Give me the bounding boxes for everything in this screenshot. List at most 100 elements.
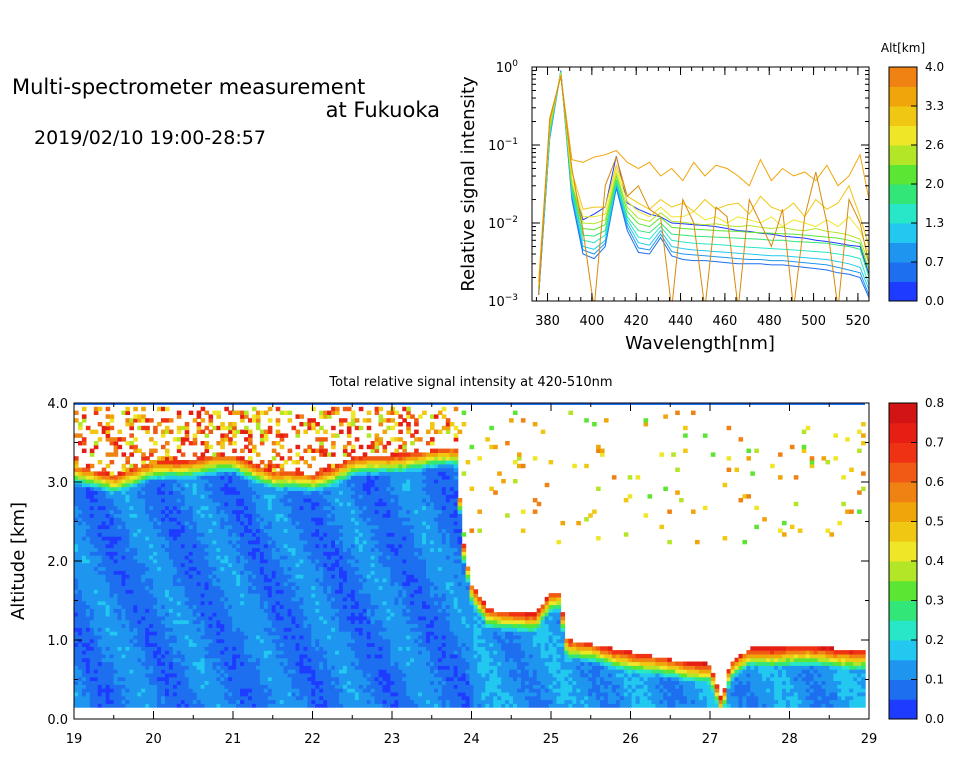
heatmap-cell — [212, 619, 217, 625]
heatmap-cell — [263, 619, 269, 625]
heatmap-cell — [113, 555, 119, 560]
heatmap-cell — [275, 574, 281, 579]
heatmap-cell — [236, 608, 241, 613]
heatmap-cell — [323, 589, 328, 594]
heatmap-cell — [184, 593, 190, 598]
heatmap-cell — [267, 623, 273, 628]
heatmap-cell — [200, 596, 206, 602]
heatmap-cell — [319, 612, 324, 617]
heatmap-cell — [224, 672, 229, 678]
heatmap-cell — [113, 581, 119, 587]
heatmap-cell — [180, 589, 186, 594]
heatmap-cell — [74, 490, 79, 495]
heatmap-cell — [295, 619, 301, 625]
heatmap-cell — [125, 467, 130, 472]
heatmap-cell — [89, 619, 95, 625]
heatmap-cell — [323, 551, 328, 556]
heatmap-cell — [161, 699, 166, 704]
heatmap-cell — [93, 524, 99, 530]
heatmap-cell — [188, 650, 194, 655]
heatmap-cell — [165, 691, 170, 697]
heatmap-cell — [224, 703, 229, 708]
heatmap-cell — [109, 665, 115, 670]
heatmap-cell — [255, 471, 261, 476]
heatmap-cell — [137, 600, 142, 606]
heatmap-cell — [85, 517, 91, 522]
heatmap-cell — [184, 577, 190, 583]
heatmap-cell — [287, 448, 293, 453]
heatmap-cell — [220, 680, 225, 685]
heatmap-cell — [74, 471, 79, 476]
heatmap-cell — [172, 612, 178, 617]
heatmap-cell — [133, 471, 138, 476]
heatmap-cell — [161, 505, 166, 511]
heatmap-cell — [125, 566, 130, 571]
heatmap-cell — [267, 680, 273, 685]
heatmap-cell — [220, 657, 225, 663]
heatmap-cell — [188, 627, 194, 632]
heatmap-cell — [161, 695, 166, 701]
heatmap-cell — [252, 631, 257, 636]
heatmap-cell — [323, 604, 328, 609]
heatmap-cell — [141, 619, 146, 625]
heatmap-cell — [271, 684, 277, 689]
heatmap-cell — [319, 555, 324, 560]
heatmap-cell — [236, 429, 241, 434]
heatmap-cell — [303, 676, 308, 682]
heatmap-cell — [259, 551, 265, 556]
heatmap-cell — [97, 475, 103, 480]
heatmap-cell — [232, 688, 237, 693]
heatmap-cell — [331, 638, 336, 644]
heatmap-cell — [129, 688, 134, 693]
heatmap-cell — [319, 642, 324, 647]
heatmap-cell — [271, 657, 277, 663]
heatmap-cell — [307, 627, 312, 632]
heatmap-cell — [149, 615, 154, 621]
heatmap-cell — [188, 460, 194, 465]
heatmap-cell — [208, 543, 214, 549]
heatmap-cell — [220, 596, 225, 602]
heatmap-cell — [176, 691, 182, 697]
heatmap-cell — [113, 657, 119, 663]
heatmap-cell — [232, 691, 237, 697]
heatmap-cell — [220, 558, 225, 564]
heatmap-cell — [271, 650, 277, 655]
heatmap-cell — [252, 619, 257, 625]
heatmap-cell — [295, 479, 301, 484]
heatmap-cell — [307, 619, 312, 625]
heatmap-cell — [192, 486, 198, 491]
heatmap-cell — [184, 425, 190, 431]
heatmap-cell — [117, 581, 123, 587]
heatmap-cell — [212, 600, 217, 606]
heatmap-cell — [259, 536, 265, 541]
heatmap-cell — [85, 532, 91, 537]
heatmap-cell — [78, 482, 83, 488]
heatmap-cell — [331, 501, 336, 507]
heatmap-cell — [216, 410, 221, 415]
heatmap-cell — [271, 596, 277, 602]
heatmap-cell — [335, 593, 340, 598]
heatmap-cell — [342, 528, 348, 533]
heatmap-cell — [196, 505, 202, 511]
heatmap-cell — [346, 665, 352, 670]
heatmap-cell — [93, 631, 99, 636]
heatmap-cell — [283, 574, 289, 579]
heatmap-cell — [105, 482, 111, 488]
heatmap-cell — [105, 475, 111, 480]
heatmap-cell — [85, 498, 91, 503]
heatmap-cell — [212, 703, 217, 708]
heatmap-cell — [165, 520, 170, 526]
heatmap-cell — [81, 699, 87, 704]
heatmap-cell — [228, 615, 233, 621]
heatmap-cell — [342, 612, 348, 617]
heatmap-cell — [81, 562, 87, 568]
heatmap-cell — [283, 520, 289, 526]
heatmap-cell — [287, 498, 293, 503]
heatmap-cell — [168, 524, 174, 530]
heatmap-cell — [74, 703, 79, 708]
heatmap-cell — [176, 623, 182, 628]
heatmap-cell — [224, 509, 229, 514]
heatmap-cell — [279, 513, 285, 518]
heatmap-cell — [89, 551, 95, 556]
heatmap-cell — [81, 657, 87, 663]
